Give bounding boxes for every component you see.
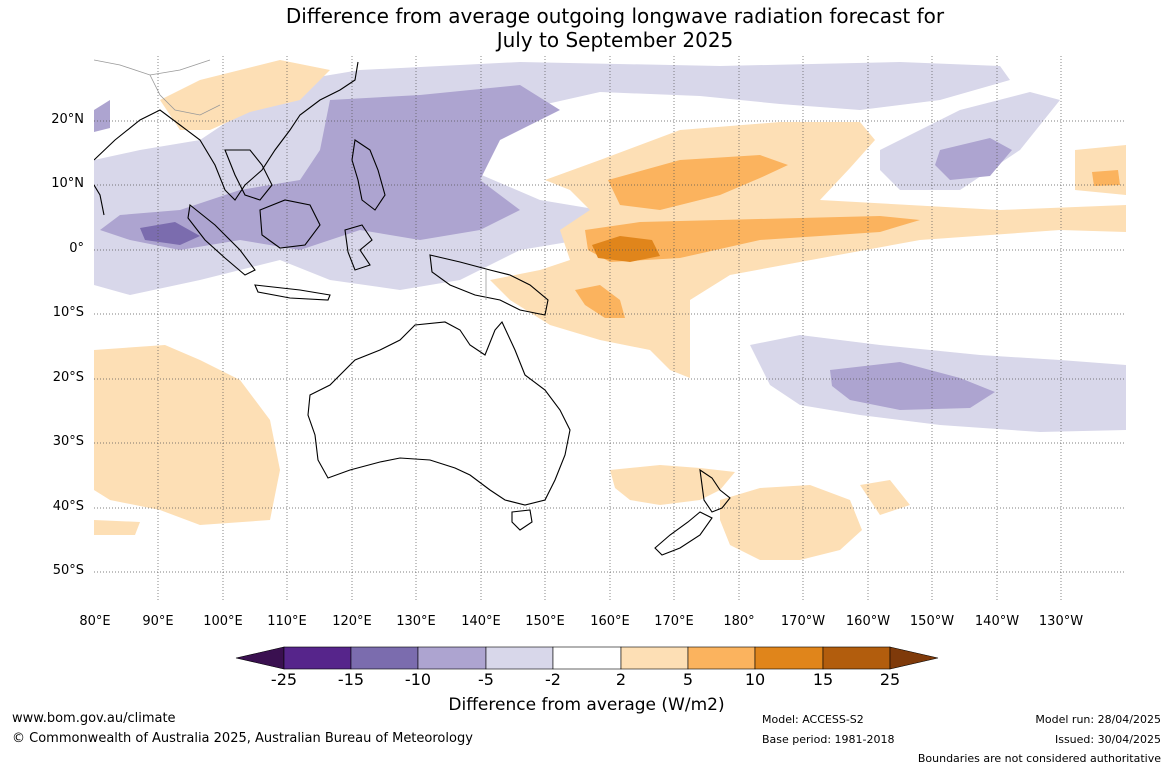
colorbar-swatch xyxy=(687,646,756,670)
colorbar-tick: -2 xyxy=(545,670,561,689)
lat-label-10s: 10°S xyxy=(52,305,84,320)
asia-coastline xyxy=(94,61,359,201)
pos-anomaly-light-south-east xyxy=(860,480,910,515)
lon-label-80e: 80°E xyxy=(79,614,111,629)
colorbar-tick: 10 xyxy=(744,670,766,689)
pos-anomaly-medium-solomon xyxy=(575,285,625,318)
sulawesi-coastline xyxy=(344,224,373,271)
colorbar-title: Difference from average (W/m2) xyxy=(448,695,725,715)
lon-label-110e: 110°E xyxy=(267,614,307,629)
base-period-text: Base period: 1981-2018 xyxy=(762,733,895,746)
title-line-1: Difference from average outgoing longwav… xyxy=(285,4,945,28)
colorbar-swatch xyxy=(552,646,622,670)
lon-label-180: 180° xyxy=(723,614,755,629)
lon-label-120e: 120°E xyxy=(332,614,372,629)
colorbar-tick: -10 xyxy=(404,670,432,689)
pos-anomaly-light-west-indian xyxy=(94,520,140,535)
colorbar-swatch xyxy=(485,646,554,670)
australia-coastline xyxy=(307,321,571,506)
country-boundaries xyxy=(94,59,487,300)
lon-label-150e: 150°E xyxy=(525,614,565,629)
map-title: Difference from average outgoing longwav… xyxy=(0,4,1173,52)
neg-anomaly-medium-indian xyxy=(94,100,110,132)
coastlines xyxy=(94,61,731,556)
india-coastline xyxy=(94,184,105,216)
colorbar-tick: -5 xyxy=(478,670,494,689)
colorbar-swatch xyxy=(754,646,824,670)
philippines-coastline xyxy=(351,139,386,211)
new-zealand-south-coastline xyxy=(654,511,713,556)
lon-label-100e: 100°E xyxy=(203,614,243,629)
neg-anomaly-medium-north-pacific xyxy=(935,138,1012,180)
website-link[interactable]: www.bom.gov.au/climate xyxy=(12,711,176,726)
title-line-2: July to September 2025 xyxy=(496,28,734,52)
lon-label-130w: 130°W xyxy=(1038,614,1084,629)
lat-label-50s: 50°S xyxy=(52,563,84,578)
colorbar-swatch xyxy=(417,646,487,670)
pos-anomaly-light-se-asia xyxy=(160,60,330,130)
pos-anomaly-medium-hawaii xyxy=(1092,170,1120,186)
lon-label-150w: 150°W xyxy=(909,614,955,629)
colorbar-tick: -25 xyxy=(270,670,298,689)
lon-label-130e: 130°E xyxy=(396,614,436,629)
colorbar-tick: 15 xyxy=(812,670,834,689)
lat-label-30s: 30°S xyxy=(52,434,84,449)
colorbar-tick: 2 xyxy=(615,670,627,689)
lon-label-170e: 170°E xyxy=(654,614,694,629)
lon-label-160e: 160°E xyxy=(590,614,630,629)
colorbar-extend-high xyxy=(889,646,939,670)
lon-label-140e: 140°E xyxy=(461,614,501,629)
neg-anomaly-medium-maritime xyxy=(100,85,560,250)
neg-anomaly-light-central-pacific xyxy=(880,92,1060,190)
colorbar-tick: -15 xyxy=(337,670,365,689)
lat-label-20n: 20°N xyxy=(51,112,84,127)
anomaly-shading xyxy=(94,60,1126,560)
pos-anomaly-light-tasman xyxy=(720,485,862,560)
pos-anomaly-light-hawaii xyxy=(1075,145,1126,195)
colorbar-tick: 5 xyxy=(682,670,694,689)
disclaimer-text: Boundaries are not considered authoritat… xyxy=(917,752,1161,765)
sumatra-coastline xyxy=(187,203,256,276)
copyright-text: © Commonwealth of Australia 2025, Austra… xyxy=(12,731,473,746)
neg-anomaly-medium-south-pacific xyxy=(830,362,995,410)
new-zealand-north-coastline xyxy=(699,468,731,513)
lon-label-140w: 140°W xyxy=(974,614,1020,629)
colorbar-extend-low xyxy=(235,646,285,670)
lat-label-0: 0° xyxy=(69,241,84,256)
pos-anomaly-strong-equatorial xyxy=(592,236,660,262)
model-text: Model: ACCESS-S2 xyxy=(762,713,864,726)
lon-label-170w: 170°W xyxy=(780,614,826,629)
lat-label-10n: 10°N xyxy=(51,176,84,191)
colorbar xyxy=(235,646,939,670)
colorbar-swatch xyxy=(350,646,419,670)
colorbar-tick: 25 xyxy=(879,670,901,689)
indochina-coastline xyxy=(224,149,273,201)
gridlines xyxy=(94,56,1126,602)
colorbar-swatch xyxy=(283,646,352,670)
pos-anomaly-medium-north xyxy=(608,155,788,210)
lat-label-40s: 40°S xyxy=(52,499,84,514)
neg-anomaly-strong-indian xyxy=(140,222,200,245)
model-run-text: Model run: 28/04/2025 xyxy=(1035,713,1161,726)
lon-label-90e: 90°E xyxy=(142,614,174,629)
lon-label-160w: 160°W xyxy=(845,614,891,629)
issued-text: Issued: 30/04/2025 xyxy=(1054,733,1161,746)
pos-anomaly-medium-equatorial xyxy=(585,216,920,262)
tasmania-coastline xyxy=(511,509,533,531)
pos-anomaly-light-indian-ocean xyxy=(94,345,280,525)
borneo-coastline xyxy=(259,199,321,249)
colorbar-swatch xyxy=(822,646,891,670)
colorbar-swatch xyxy=(620,646,689,670)
new-guinea-coastline xyxy=(429,254,549,316)
java-coastline xyxy=(254,284,331,301)
lat-label-20s: 20°S xyxy=(52,370,84,385)
